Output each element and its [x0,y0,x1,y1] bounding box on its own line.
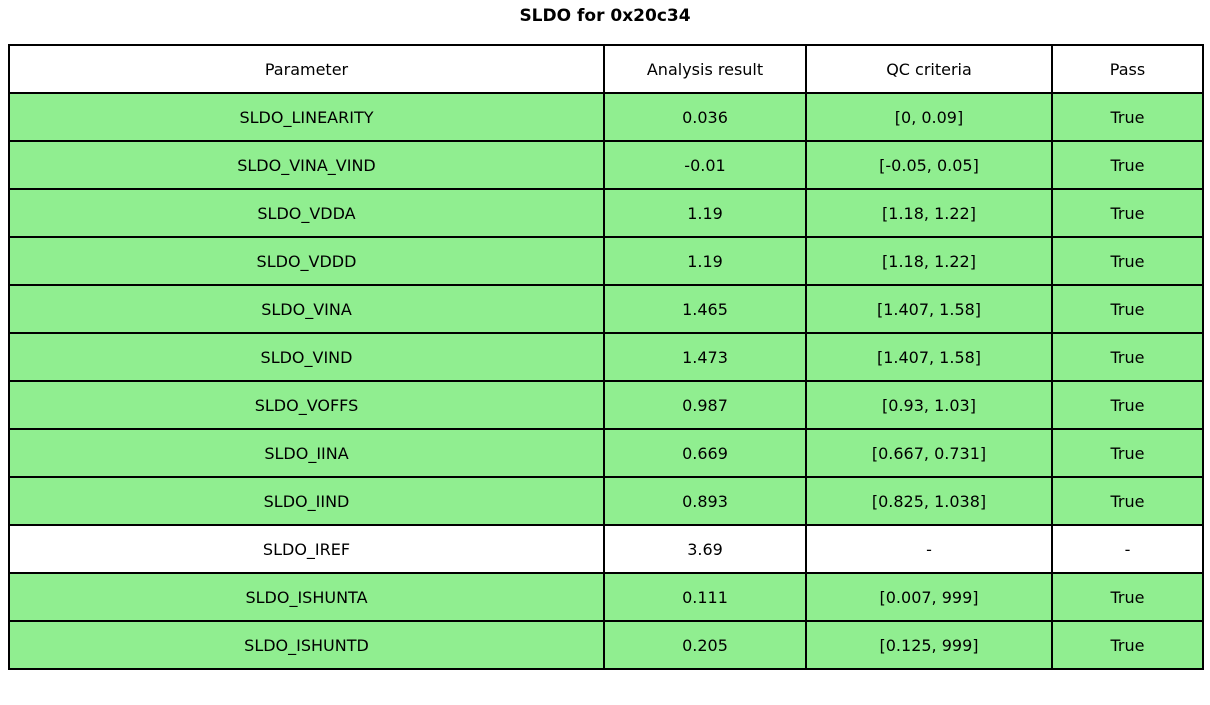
analysis-result-cell: 3.69 [603,524,807,574]
column-header-pass: Pass [1051,44,1204,94]
parameter-cell: SLDO_VIND [8,332,605,382]
table-row: SLDO_IREF 3.69- - [8,524,1204,574]
analysis-result-cell: 0.987 [603,380,807,430]
analysis-result-cell: 0.893 [603,476,807,526]
qc-criteria-cell: [1.407, 1.58] [805,284,1053,334]
parameter-cell: SLDO_VDDD [8,236,605,286]
header-row: Parameter Analysis result QC criteria Pass [8,44,1204,94]
pass-cell: True [1051,236,1204,286]
analysis-result-cell: 1.19 [603,188,807,238]
pass-cell: True [1051,380,1204,430]
qc-criteria-cell: [0.125, 999] [805,620,1053,670]
table-row: SLDO_VIND 1.473 [1.407, 1.58] True [8,332,1204,382]
table-row: SLDO_ISHUNTD 0.205 [0.125, 999] True [8,620,1204,670]
parameter-cell: SLDO_VDDA [8,188,605,238]
pass-cell: True [1051,476,1204,526]
pass-cell: True [1051,284,1204,334]
qc-criteria-cell: [0.93, 1.03] [805,380,1053,430]
pass-cell: True [1051,572,1204,622]
pass-cell: - [1051,524,1204,574]
pass-cell: True [1051,92,1204,142]
pass-cell: True [1051,620,1204,670]
analysis-result-cell: 0.036 [603,92,807,142]
pass-cell: True [1051,140,1204,190]
qc-criteria-cell: [0.667, 0.731] [805,428,1053,478]
column-header-qc-criteria: QC criteria [805,44,1053,94]
analysis-result-cell: -0.01 [603,140,807,190]
pass-cell: True [1051,332,1204,382]
analysis-result-cell: 1.465 [603,284,807,334]
qc-criteria-cell: - [805,524,1053,574]
pass-cell: True [1051,188,1204,238]
parameter-cell: SLDO_VOFFS [8,380,605,430]
qc-criteria-cell: [0.007, 999] [805,572,1053,622]
parameter-cell: SLDO_IIND [8,476,605,526]
qc-criteria-cell: [1.18, 1.22] [805,236,1053,286]
table-row: SLDO_IIND 0.893 [0.825, 1.038] True [8,476,1204,526]
column-header-analysis-result: Analysis result [603,44,807,94]
qc-criteria-cell: [1.18, 1.22] [805,188,1053,238]
parameter-cell: SLDO_LINEARITY [8,92,605,142]
table-row: SLDO_LINEARITY 0.036 [0, 0.09] True [8,92,1204,142]
parameter-cell: SLDO_VINA [8,284,605,334]
analysis-result-cell: 0.205 [603,620,807,670]
table-body: SLDO_LINEARITY 0.036 [0, 0.09] True SLDO_VIN… [8,92,1204,670]
qc-criteria-cell: [1.407, 1.58] [805,332,1053,382]
qc-result-table: Parameter Analysis result QC criteria Pass … [8,44,1204,670]
pass-cell: True [1051,428,1204,478]
parameter-cell: SLDO_ISHUNTD [8,620,605,670]
table-row: SLDO_VINA_VIND -0.01 [-0.05, 0.05] True [8,140,1204,190]
table-row: SLDO_ISHUNTA 0.111 [0.007, 999] True [8,572,1204,622]
table-row: SLDO_VOFFS 0.987 [0.93, 1.03] True [8,380,1204,430]
analysis-result-cell: 0.669 [603,428,807,478]
table-row: SLDO_IINA 0.669 [0.667, 0.731] True [8,428,1204,478]
parameter-cell: SLDO_ISHUNTA [8,572,605,622]
table-row: SLDO_VDDD 1.19 [1.18, 1.22] True [8,236,1204,286]
parameter-cell: SLDO_VINA_VIND [8,140,605,190]
column-header-parameter: Parameter [8,44,605,94]
parameter-cell: SLDO_IINA [8,428,605,478]
table-row: SLDO_VDDA 1.19 [1.18, 1.22] True [8,188,1204,238]
analysis-result-cell: 1.473 [603,332,807,382]
qc-criteria-cell: [0.825, 1.038] [805,476,1053,526]
analysis-result-cell: 0.111 [603,572,807,622]
analysis-result-cell: 1.19 [603,236,807,286]
parameter-cell: SLDO_IREF [8,524,605,574]
qc-criteria-cell: [-0.05, 0.05] [805,140,1053,190]
qc-criteria-cell: [0, 0.09] [805,92,1053,142]
table-row: SLDO_VINA 1.465 [1.407, 1.58] True [8,284,1204,334]
figure-title: SLDO for 0x20c34 [519,6,691,26]
